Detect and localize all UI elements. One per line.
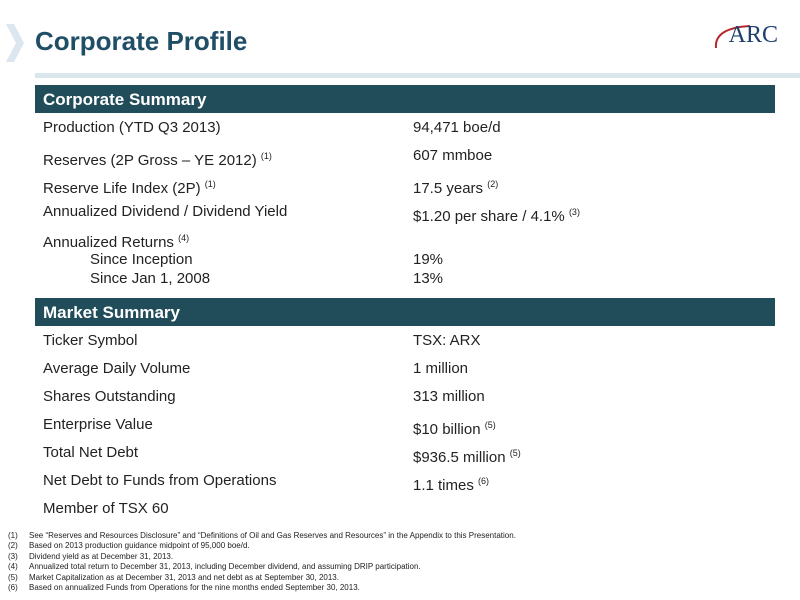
row-value: $936.5 million (5): [413, 439, 521, 472]
row-label: Net Debt to Funds from Operations: [43, 467, 276, 495]
row-value: $1.20 per share / 4.1% (3): [413, 198, 580, 231]
row-value: 607 mmboe: [413, 142, 492, 170]
footnote-marker: (3): [8, 551, 18, 561]
row-label-text: Ticker Symbol: [43, 332, 138, 349]
row-label: Reserve Life Index (2P) (1): [43, 170, 216, 203]
footnote-marker: (4): [8, 562, 18, 572]
row-value-text: 17.5 years: [413, 180, 484, 197]
sub-value: 13%: [413, 269, 443, 288]
row-value-text: $10 billion: [413, 421, 481, 438]
row-label-text: Production (YTD Q3 2013): [43, 119, 221, 136]
row-label-text: Reserves (2P Gross – YE 2012): [43, 152, 257, 169]
row-value-text: 1.1 times: [413, 477, 474, 494]
row-value-text: $936.5 million: [413, 449, 506, 466]
sub-value-text: 13%: [413, 270, 444, 287]
row-label: Reserves (2P Gross – YE 2012) (1): [43, 142, 272, 175]
row-label: Enterprise Value: [43, 411, 153, 439]
footnote-ref: (1): [204, 179, 216, 189]
row-value: TSX: ARX: [413, 327, 481, 355]
footnote-marker: (5): [8, 572, 18, 582]
footnote-ref: (1): [260, 151, 272, 161]
sub-value-text: 19%: [413, 251, 444, 268]
footnote-marker: (2): [8, 541, 18, 551]
footnote-ref: (4): [178, 233, 190, 243]
row-value: 94,471 boe/d: [413, 114, 501, 142]
row-value-text: TSX: ARX: [413, 332, 481, 349]
row-value: 1 million: [413, 355, 468, 383]
row-value: 1.1 times (6): [413, 467, 489, 500]
footnote-text: Annualized total return to December 31, …: [29, 562, 421, 572]
footnote-ref: (2): [487, 179, 499, 189]
sub-label-text: Since Inception: [90, 251, 193, 268]
row-label: Shares Outstanding: [43, 383, 176, 411]
logo-arc: [714, 25, 751, 49]
row-label-text: Average Daily Volume: [43, 360, 191, 377]
footnote-ref: (6): [478, 476, 490, 486]
row-label-text: Annualized Returns: [43, 234, 174, 251]
footnote-text: See “Reserves and Resources Disclosure” …: [29, 531, 516, 540]
row-label-text: Reserve Life Index (2P): [43, 180, 201, 197]
row-label: Member of TSX 60: [43, 495, 169, 523]
row-label: Production (YTD Q3 2013): [43, 114, 221, 142]
footnote-text: Based on annualized Funds from Operation…: [29, 583, 360, 592]
row-value: 313 million: [413, 383, 485, 411]
row-value-text: 1 million: [413, 360, 469, 377]
footnote-text: Market Capitalization as at December 31,…: [29, 572, 339, 582]
row-value: 17.5 years (2): [413, 170, 498, 203]
sub-value: 19%: [413, 250, 443, 269]
row-value-text: 313 million: [413, 388, 485, 405]
row-label: Average Daily Volume: [43, 355, 190, 383]
row-value: $10 billion (5): [413, 411, 496, 444]
footnote-marker: (1): [8, 531, 18, 540]
row-value-text: 607 mmboe: [413, 147, 493, 164]
row-label-text: Total Net Debt: [43, 444, 139, 461]
title: Corporate Profile: [35, 26, 248, 56]
row-value-text: 94,471 boe/d: [413, 119, 501, 136]
row-label-text: Net Debt to Funds from Operations: [43, 472, 277, 489]
footnote-marker: (6): [8, 583, 18, 592]
title-rule: [35, 73, 800, 78]
row-value-text: $1.20 per share / 4.1%: [413, 208, 565, 225]
section-header: Market Summary: [35, 298, 775, 326]
row-label: Annualized Dividend / Dividend Yield: [43, 198, 287, 226]
row-label: Ticker Symbol: [43, 327, 137, 355]
section-header: Corporate Summary: [35, 85, 775, 113]
row-label: Annualized Returns (4): [43, 226, 189, 255]
footnote-ref: (3): [568, 207, 580, 217]
footnote-text: Based on 2013 production guidance midpoi…: [29, 541, 250, 551]
sub-label: Since Inception: [90, 250, 193, 269]
row-label: Total Net Debt: [43, 439, 138, 467]
footnote-ref: (5): [484, 420, 496, 430]
footnote-text: Dividend yield as at December 31, 2013.: [29, 551, 174, 561]
chevron: [6, 24, 24, 62]
row-label-text: Enterprise Value: [43, 416, 153, 433]
footnote-ref: (5): [509, 448, 521, 458]
sub-label-text: Since Jan 1, 2008: [90, 270, 211, 287]
sub-label: Since Jan 1, 2008: [90, 269, 210, 288]
row-label-text: Shares Outstanding: [43, 388, 176, 405]
row-label-text: Member of TSX 60: [43, 500, 169, 517]
logo: ARC: [728, 22, 778, 48]
row-label-text: Annualized Dividend / Dividend Yield: [43, 203, 288, 220]
